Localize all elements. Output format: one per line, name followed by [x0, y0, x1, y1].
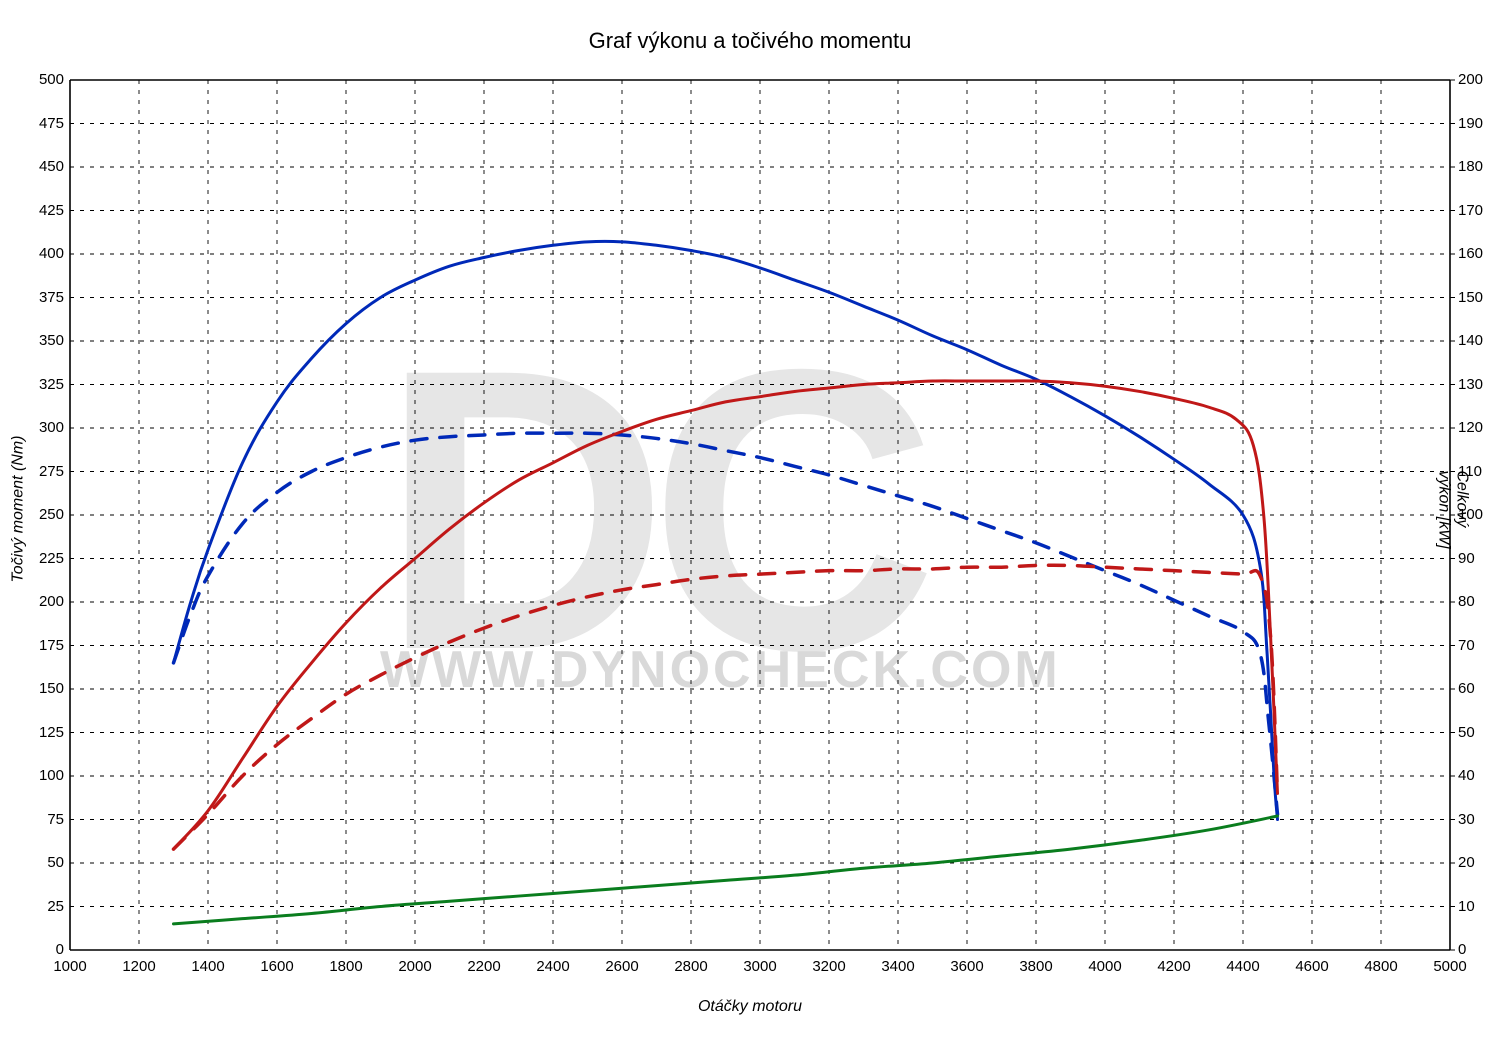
y-right-tick-label: 150 — [1458, 289, 1483, 306]
x-tick-label: 2400 — [531, 958, 575, 975]
series-torque_stock — [174, 433, 1278, 814]
y-right-tick-label: 140 — [1458, 332, 1483, 349]
y-left-tick-label: 275 — [39, 463, 64, 480]
y-right-tick-label: 50 — [1458, 724, 1475, 741]
series-losses — [174, 816, 1278, 924]
y-left-tick-label: 200 — [39, 593, 64, 610]
y-left-tick-label: 150 — [39, 680, 64, 697]
y-right-tick-label: 20 — [1458, 854, 1475, 871]
x-tick-label: 1200 — [117, 958, 161, 975]
chart-container: Graf výkonu a točivého momentu DC WWW.DY… — [0, 0, 1500, 1040]
y-right-tick-label: 180 — [1458, 158, 1483, 175]
y-left-tick-label: 175 — [39, 637, 64, 654]
x-tick-label: 3000 — [738, 958, 782, 975]
y-right-tick-label: 130 — [1458, 376, 1483, 393]
y-right-tick-label: 190 — [1458, 115, 1483, 132]
x-tick-label: 2000 — [393, 958, 437, 975]
x-tick-label: 3600 — [945, 958, 989, 975]
series-power_tuned — [174, 381, 1278, 849]
x-tick-label: 4800 — [1359, 958, 1403, 975]
y-right-tick-label: 70 — [1458, 637, 1475, 654]
y-right-tick-label: 200 — [1458, 71, 1483, 88]
y-left-tick-label: 50 — [47, 854, 64, 871]
y-right-tick-label: 40 — [1458, 767, 1475, 784]
x-tick-label: 4200 — [1152, 958, 1196, 975]
y-right-tick-label: 170 — [1458, 202, 1483, 219]
y-left-tick-label: 0 — [56, 941, 64, 958]
x-tick-label: 1800 — [324, 958, 368, 975]
x-tick-label: 5000 — [1428, 958, 1472, 975]
x-tick-label: 2600 — [600, 958, 644, 975]
y-left-tick-label: 75 — [47, 811, 64, 828]
y-left-tick-label: 300 — [39, 419, 64, 436]
y-right-tick-label: 60 — [1458, 680, 1475, 697]
y-right-tick-label: 10 — [1458, 898, 1475, 915]
x-tick-label: 4000 — [1083, 958, 1127, 975]
y-left-tick-label: 400 — [39, 245, 64, 262]
y-left-tick-label: 225 — [39, 550, 64, 567]
y-left-tick-label: 450 — [39, 158, 64, 175]
x-tick-label: 2200 — [462, 958, 506, 975]
chart-svg — [0, 0, 1500, 1040]
y-right-tick-label: 120 — [1458, 419, 1483, 436]
x-axis-label: Otáčky motoru — [0, 998, 1500, 1016]
x-tick-label: 1600 — [255, 958, 299, 975]
y-left-axis-label: Točivý moment (Nm) — [9, 436, 27, 583]
y-left-tick-label: 475 — [39, 115, 64, 132]
x-tick-label: 4400 — [1221, 958, 1265, 975]
y-right-axis-label: Celkový výkon [kW] — [1435, 471, 1471, 566]
x-tick-label: 1000 — [48, 958, 92, 975]
x-tick-label: 3400 — [876, 958, 920, 975]
y-right-tick-label: 0 — [1458, 941, 1466, 958]
y-left-tick-label: 25 — [47, 898, 64, 915]
x-tick-label: 3200 — [807, 958, 851, 975]
y-left-tick-label: 125 — [39, 724, 64, 741]
y-left-tick-label: 500 — [39, 71, 64, 88]
x-tick-label: 4600 — [1290, 958, 1334, 975]
y-left-tick-label: 425 — [39, 202, 64, 219]
y-left-tick-label: 350 — [39, 332, 64, 349]
y-left-tick-label: 375 — [39, 289, 64, 306]
y-left-tick-label: 250 — [39, 506, 64, 523]
y-left-tick-label: 325 — [39, 376, 64, 393]
series-power_stock — [174, 565, 1278, 849]
y-right-tick-label: 160 — [1458, 245, 1483, 262]
x-tick-label: 2800 — [669, 958, 713, 975]
y-left-tick-label: 100 — [39, 767, 64, 784]
y-right-tick-label: 80 — [1458, 593, 1475, 610]
x-tick-label: 3800 — [1014, 958, 1058, 975]
x-tick-label: 1400 — [186, 958, 230, 975]
y-right-tick-label: 30 — [1458, 811, 1475, 828]
